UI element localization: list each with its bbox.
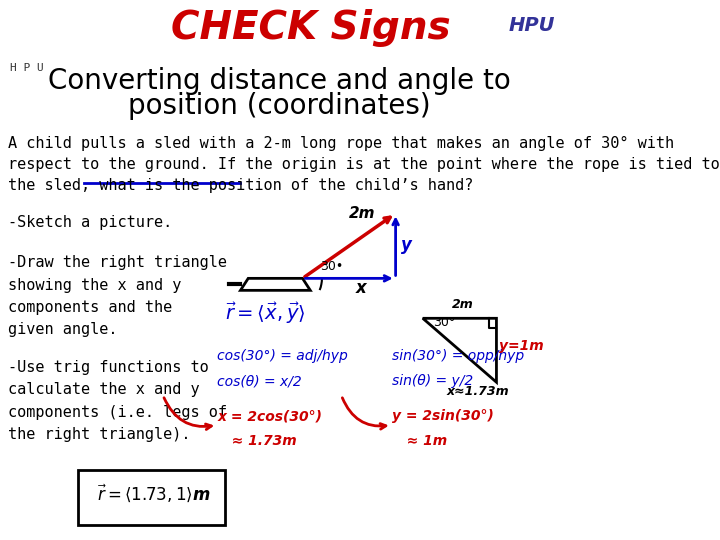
Text: position (coordinates): position (coordinates) (128, 92, 431, 119)
Bar (78, 470, 225, 525)
Text: -Use trig functions to
calculate the x and y
components (i.e. legs of
the right : -Use trig functions to calculate the x a… (8, 360, 227, 442)
Text: cos(30°) = adj/hyp: cos(30°) = adj/hyp (217, 349, 348, 363)
Text: 30•: 30• (320, 260, 343, 273)
Text: ≈ 1.73m: ≈ 1.73m (217, 434, 297, 448)
Text: -Sketch a picture.: -Sketch a picture. (8, 215, 172, 231)
Text: 2m: 2m (349, 206, 376, 221)
Text: Converting distance and angle to: Converting distance and angle to (48, 66, 510, 94)
Text: y: y (401, 237, 412, 254)
Text: CHECK Signs: CHECK Signs (171, 9, 450, 46)
Text: 30°: 30° (433, 316, 455, 329)
Text: ≈ 1m: ≈ 1m (392, 434, 447, 448)
Text: cos(θ) = x/2: cos(θ) = x/2 (217, 374, 302, 388)
Text: 2m: 2m (451, 298, 473, 312)
Text: x: x (355, 279, 366, 298)
Text: $\vec{r}=\langle\vec{x},\vec{y}\rangle$: $\vec{r}=\langle\vec{x},\vec{y}\rangle$ (225, 301, 305, 326)
Text: HPU: HPU (508, 16, 554, 35)
Text: x = 2cos(30°): x = 2cos(30°) (217, 409, 322, 423)
Polygon shape (240, 278, 310, 291)
Text: sin(30°) = opp/hyp: sin(30°) = opp/hyp (392, 349, 524, 363)
Text: A child pulls a sled with a 2-m long rope that makes an angle of 30° with
respec: A child pulls a sled with a 2-m long rop… (8, 136, 719, 193)
Text: -Draw the right triangle
showing the x and y
components and the
given angle.: -Draw the right triangle showing the x a… (8, 255, 227, 337)
Text: $\vec{r}=\langle 1.73, 1\rangle$m: $\vec{r}=\langle 1.73, 1\rangle$m (97, 482, 210, 504)
Text: y = 2sin(30°): y = 2sin(30°) (392, 409, 494, 423)
Text: H P U: H P U (10, 63, 44, 73)
Text: sin(θ) = y/2: sin(θ) = y/2 (392, 374, 473, 388)
Text: y=1m: y=1m (499, 339, 544, 353)
Text: x≈1.73m: x≈1.73m (446, 385, 508, 398)
